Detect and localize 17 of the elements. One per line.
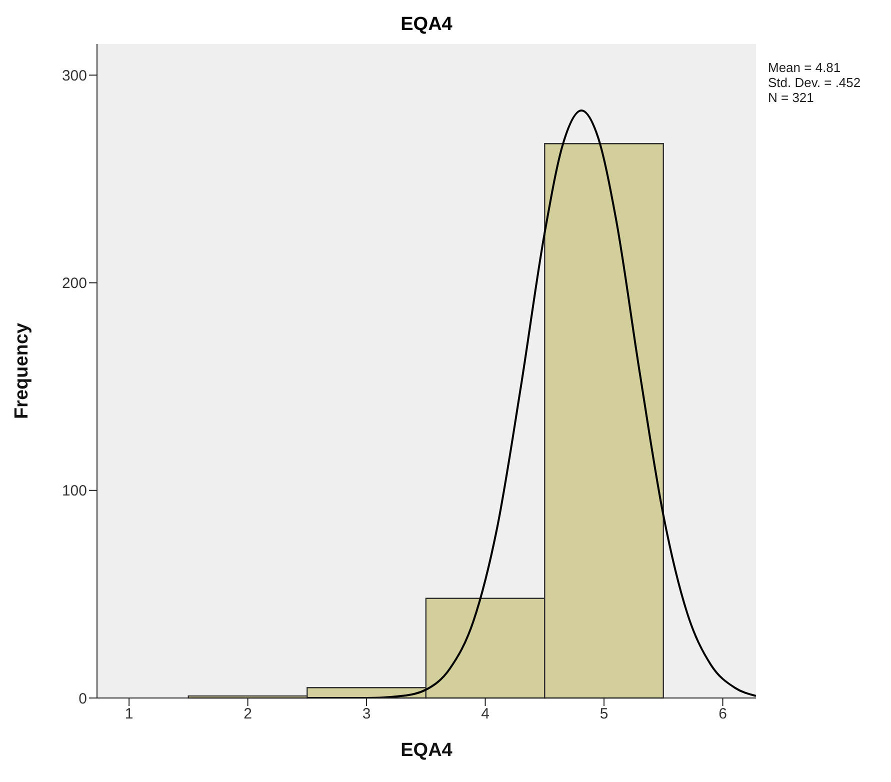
y-tick-label: 200 [62, 275, 87, 292]
x-axis-title: EQA4 [400, 740, 453, 761]
chart-title: EQA4 [400, 14, 454, 36]
y-axis-title: Frequency [12, 322, 33, 420]
y-tick-label: 100 [62, 482, 87, 500]
text: N = 321 [768, 90, 815, 105]
x-tick-label: 2 [244, 706, 252, 723]
y-tick-label: 300 [62, 67, 87, 84]
x-tick-label: 4 [481, 706, 490, 723]
x-tick-label: 3 [362, 706, 371, 723]
text: Std. Dev. = .452 [768, 75, 861, 90]
x-tick-label: 1 [124, 706, 134, 723]
x-tick-label: 5 [600, 706, 608, 723]
y-tick-label: 0 [78, 690, 87, 708]
text: Mean = 4.81 [768, 60, 842, 75]
line-series [306, 109, 756, 698]
x-tick-label: 6 [718, 706, 727, 723]
